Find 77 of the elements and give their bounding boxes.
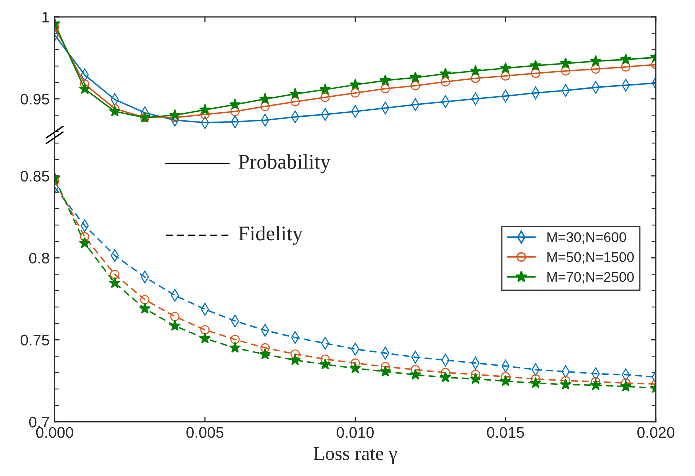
point xyxy=(380,74,392,86)
point xyxy=(110,270,120,280)
point xyxy=(530,60,542,71)
y-tick-label: 0.85 xyxy=(20,171,50,182)
point xyxy=(109,106,121,117)
point xyxy=(500,62,512,74)
point xyxy=(471,74,480,84)
point xyxy=(620,54,632,65)
point xyxy=(290,350,300,360)
point xyxy=(290,97,300,107)
point xyxy=(470,373,482,384)
y-tick-label: 0.75 xyxy=(20,334,50,346)
point xyxy=(230,335,240,344)
y-tick-label: 0.8 xyxy=(29,252,50,264)
point xyxy=(139,302,151,314)
point xyxy=(410,368,422,380)
point xyxy=(410,72,422,83)
point xyxy=(229,98,242,110)
point xyxy=(501,71,510,81)
point xyxy=(290,88,302,100)
point xyxy=(560,58,572,69)
point xyxy=(200,110,210,120)
y-tick-label: 0.95 xyxy=(20,94,50,105)
point xyxy=(260,343,270,353)
point xyxy=(350,78,362,90)
x-tick-label: 0.015 xyxy=(487,427,524,438)
point xyxy=(380,84,390,94)
point xyxy=(260,102,270,112)
legend-label: M=70;N=2500 xyxy=(548,272,634,284)
x-tick-label: 0.010 xyxy=(336,427,374,438)
point xyxy=(410,81,420,91)
y-tick-label: 0.7 xyxy=(29,416,50,428)
point xyxy=(350,88,360,98)
x-tick-label: 0.000 xyxy=(36,427,74,438)
point xyxy=(290,354,302,366)
point xyxy=(591,64,601,74)
point xyxy=(350,362,362,374)
point xyxy=(590,379,602,390)
legend-label: M=50;N=1500 xyxy=(548,252,634,264)
point xyxy=(80,232,90,242)
point xyxy=(79,237,91,249)
point xyxy=(169,109,181,121)
point xyxy=(470,65,482,76)
point xyxy=(200,325,210,335)
point xyxy=(260,93,272,104)
point xyxy=(320,92,330,102)
point xyxy=(109,277,121,288)
point xyxy=(169,320,181,332)
annotation: Fidelity xyxy=(238,226,303,246)
point xyxy=(380,366,392,377)
x-tick-label: 0.020 xyxy=(638,427,675,438)
x-axis-title: Loss rate γ xyxy=(314,447,398,464)
point xyxy=(621,62,631,72)
point xyxy=(561,66,571,76)
annotation: Probability xyxy=(238,154,331,174)
point xyxy=(320,84,332,95)
point xyxy=(440,68,452,80)
point xyxy=(199,332,211,344)
point xyxy=(79,83,91,94)
y-tick-label: 1 xyxy=(42,12,50,23)
point xyxy=(530,377,542,388)
point xyxy=(320,358,332,370)
point xyxy=(440,372,452,383)
x-tick-label: 0.005 xyxy=(186,427,224,438)
point xyxy=(620,380,632,392)
point xyxy=(531,68,541,78)
point xyxy=(229,342,242,354)
point xyxy=(440,77,450,87)
point xyxy=(560,378,572,390)
point xyxy=(260,348,272,360)
legend-label: M=30;N=600 xyxy=(548,232,626,244)
point xyxy=(170,312,180,322)
point xyxy=(590,55,602,66)
point xyxy=(230,107,240,116)
point xyxy=(140,295,150,305)
point xyxy=(500,375,512,386)
point xyxy=(199,104,211,116)
